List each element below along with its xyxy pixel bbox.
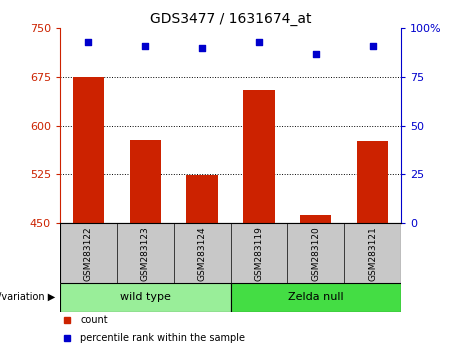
Text: GSM283124: GSM283124: [198, 226, 207, 281]
Bar: [357, 141, 388, 223]
Point: [142, 43, 149, 48]
Point: [85, 39, 92, 45]
Text: percentile rank within the sample: percentile rank within the sample: [80, 333, 245, 343]
Text: GSM283120: GSM283120: [311, 226, 320, 281]
Bar: [73, 77, 104, 223]
Text: GSM283119: GSM283119: [254, 226, 263, 281]
Text: GSM283122: GSM283122: [84, 226, 93, 281]
Text: Zelda null: Zelda null: [288, 292, 343, 302]
Point: [312, 51, 319, 56]
Text: count: count: [80, 315, 108, 325]
Bar: [60, 283, 230, 312]
Text: genotype/variation ▶: genotype/variation ▶: [0, 292, 55, 302]
Bar: [300, 215, 331, 223]
Point: [369, 43, 376, 48]
Point: [255, 39, 263, 45]
Bar: [130, 140, 161, 223]
Text: GSM283123: GSM283123: [141, 226, 150, 281]
Bar: [186, 175, 218, 223]
Text: GSM283121: GSM283121: [368, 226, 377, 281]
Bar: [230, 283, 401, 312]
Bar: [243, 90, 275, 223]
Text: wild type: wild type: [120, 292, 171, 302]
Title: GDS3477 / 1631674_at: GDS3477 / 1631674_at: [150, 12, 311, 26]
Point: [198, 45, 206, 51]
